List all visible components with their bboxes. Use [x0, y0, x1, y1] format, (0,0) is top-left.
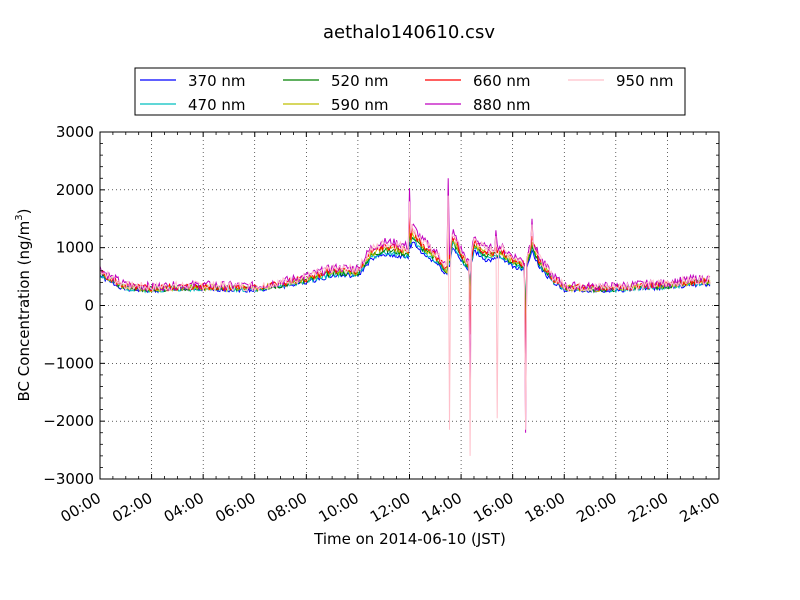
legend-label: 950 nm — [616, 72, 674, 90]
y-tick-label: −1000 — [43, 354, 94, 372]
x-tick-label: 02:00 — [109, 489, 155, 526]
x-tick-label: 12:00 — [367, 489, 413, 526]
x-tick-labels: 00:00 02:00 04:00 06:00 08:00 10:00 12:00 14:00… — [58, 489, 723, 526]
y-tick-label: 3000 — [56, 123, 94, 141]
y-tick-labels: −3000 −2000 −1000 0 1000 2000 3000 — [43, 123, 94, 488]
x-axis-label: Time on 2014-06-10 (JST) — [313, 530, 506, 548]
y-axis-label: BC Concentration (ng/m3) — [14, 209, 33, 402]
x-tick-label: 00:00 — [58, 489, 104, 526]
y-tick-label: 0 — [84, 297, 94, 315]
x-tick-label: 06:00 — [212, 489, 258, 526]
x-tick-label: 14:00 — [419, 489, 465, 526]
x-tick-label: 24:00 — [677, 489, 723, 526]
y-axis-label-main: BC Concentration (ng/m — [15, 221, 33, 402]
y-tick-label: 1000 — [56, 239, 94, 257]
y-tick-label: −2000 — [43, 412, 94, 430]
plot-area — [100, 132, 719, 479]
y-tick-label: −3000 — [43, 470, 94, 488]
x-tick-label: 08:00 — [264, 489, 310, 526]
x-tick-label: 16:00 — [470, 489, 516, 526]
legend-label: 880 nm — [473, 96, 531, 114]
legend-label: 590 nm — [331, 96, 389, 114]
y-axis-label-close: ) — [15, 209, 33, 215]
legend-label: 470 nm — [188, 96, 246, 114]
x-tick-label: 10:00 — [315, 489, 361, 526]
y-tick-label: 2000 — [56, 181, 94, 199]
legend: 370 nm 470 nm 520 nm 590 nm 660 nm 880 nm 950 … — [135, 68, 685, 115]
legend-label: 520 nm — [331, 72, 389, 90]
legend-label: 370 nm — [188, 72, 246, 90]
x-tick-label: 22:00 — [625, 489, 671, 526]
x-tick-label: 18:00 — [522, 489, 568, 526]
x-tick-label: 20:00 — [573, 489, 619, 526]
legend-label: 660 nm — [473, 72, 531, 90]
x-tick-label: 04:00 — [161, 489, 207, 526]
chart-title: aethalo140610.csv — [323, 22, 495, 43]
